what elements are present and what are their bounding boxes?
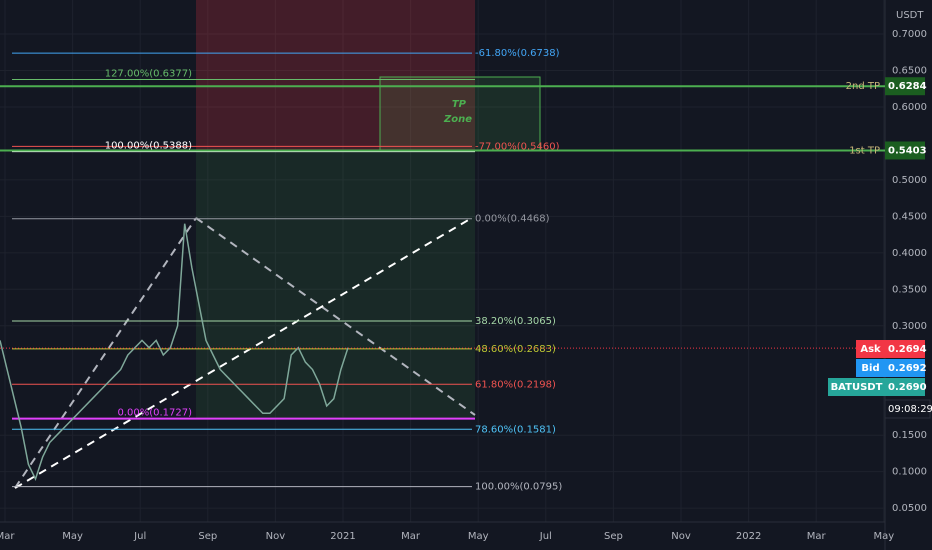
fib-label: 48.60%(0.2683) [475, 344, 556, 355]
tag-value-box [885, 340, 925, 358]
tag-name-box [828, 378, 885, 396]
fib-label: 0.00%(0.4468) [475, 214, 550, 225]
y-tick-label: 0.4500 [892, 211, 927, 222]
y-tick-label: 0.4000 [892, 248, 927, 259]
fib-label: 61.80%(0.2198) [475, 379, 556, 390]
y-tick-label: 0.6500 [892, 65, 927, 76]
tag-name: Ask [860, 344, 881, 355]
x-tick-label: 2021 [330, 531, 355, 542]
fib-label: -77.00%(0.5460) [475, 141, 560, 152]
loss-zone [196, 0, 475, 151]
tag-name: Bid [861, 363, 879, 374]
clock-box [884, 399, 931, 419]
x-tick-label: May [62, 531, 83, 542]
x-tick-label: Nov [671, 531, 691, 542]
target-value: 0.6284 [888, 81, 927, 92]
tag-name-box [856, 359, 885, 377]
x-tick-label: Mar [807, 531, 827, 542]
x-tick-label: Mar [0, 531, 15, 542]
fib-label: -61.80%(0.6738) [475, 48, 560, 59]
trend-line [14, 217, 197, 489]
currency-label: USDT [896, 10, 924, 21]
fib-label: 0.00%(0.1727) [117, 408, 192, 419]
x-tick-label: Jul [539, 531, 552, 542]
target-name: 1st TP [849, 145, 880, 156]
x-tick-label: Nov [266, 531, 286, 542]
x-tick-label: Sep [198, 531, 217, 542]
tag-value: 0.2694 [888, 344, 927, 355]
tp-zone-label: TP Zone [443, 99, 472, 125]
x-tick-label: May [468, 531, 489, 542]
x-tick-label: Sep [604, 531, 623, 542]
profit-zone [196, 151, 475, 419]
price-tag [885, 77, 925, 96]
target-value: 0.5403 [888, 145, 927, 156]
tag-name: BATUSDT [831, 382, 883, 393]
trend-line [14, 218, 471, 489]
target-name: 2nd TP [846, 81, 880, 92]
fib-label: 100.00%(0.5388) [105, 141, 192, 152]
y-tick-label: 0.0500 [892, 503, 927, 514]
tag-value: 0.2692 [888, 363, 927, 374]
tp-zone-box [379, 76, 541, 151]
x-tick-label: May [873, 531, 894, 542]
fib-label: 100.00%(0.0795) [475, 482, 562, 493]
y-tick-label: 0.7000 [892, 29, 927, 40]
y-tick-label: 0.1000 [892, 467, 927, 478]
x-tick-label: 2022 [736, 531, 761, 542]
fib-label: 78.60%(0.1581) [475, 424, 556, 435]
y-tick-label: 0.5000 [892, 175, 927, 186]
fib-label: 127.00%(0.6377) [105, 68, 192, 79]
y-tick-label: 0.1500 [892, 430, 927, 441]
y-tick-label: 0.3000 [892, 321, 927, 332]
price-line [0, 223, 349, 482]
tag-value-box [885, 378, 925, 396]
price-tag [885, 141, 925, 160]
tag-value-box [885, 359, 925, 377]
x-tick-label: Jul [133, 531, 146, 542]
fib-label: 38.20%(0.3065) [475, 316, 556, 327]
x-tick-label: Mar [401, 531, 421, 542]
clock: 09:08:29 [888, 404, 932, 415]
y-tick-label: 0.3500 [892, 284, 927, 295]
grid [0, 0, 885, 522]
trend-line [195, 217, 476, 416]
y-tick-label: 0.6000 [892, 102, 927, 113]
tag-value: 0.2690 [888, 382, 927, 393]
tag-name-box [856, 340, 885, 358]
